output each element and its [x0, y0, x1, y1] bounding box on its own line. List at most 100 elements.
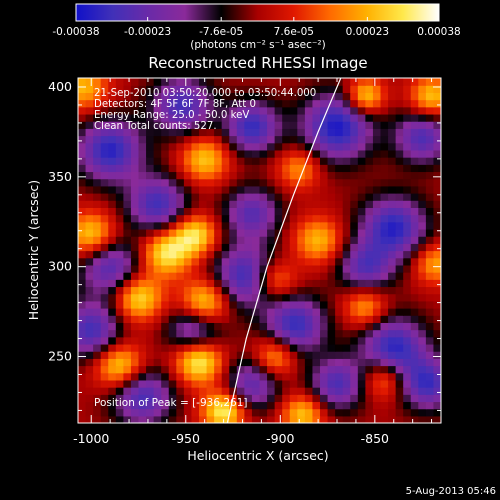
heatmap-cell [206, 142, 215, 151]
heatmap-cell [161, 322, 170, 331]
heatmap-cell [176, 250, 185, 259]
heatmap-cell [153, 257, 162, 266]
heatmap-cell [380, 193, 389, 201]
heatmap-cell [183, 279, 193, 288]
heatmap-cell [350, 121, 359, 129]
heatmap-cell [199, 257, 208, 266]
heatmap-cell [146, 149, 155, 158]
heatmap-cell [274, 236, 283, 244]
heatmap-cell [267, 415, 276, 423]
heatmap-cell [403, 272, 412, 280]
heatmap-cell [108, 92, 117, 101]
heatmap-cell [350, 106, 359, 115]
heatmap-cell [168, 113, 177, 122]
heatmap-cell [85, 279, 94, 288]
heatmap-cell [365, 85, 374, 93]
heatmap-cell [357, 336, 366, 345]
heatmap-cell [357, 401, 366, 410]
heatmap-cell [206, 164, 215, 173]
heatmap-cell [282, 185, 291, 194]
heatmap-cell [297, 272, 306, 280]
heatmap-cell [282, 92, 291, 101]
heatmap-cell [191, 308, 200, 316]
heatmap-cell [138, 315, 147, 323]
heatmap-cell [123, 315, 132, 323]
heatmap-cell [130, 315, 140, 323]
heatmap-cell [123, 149, 132, 158]
annotation-line: Detectors: 4F 5F 6F 7F 8F, Att 0 [94, 99, 256, 110]
heatmap-cell [282, 221, 291, 230]
heatmap-cell [418, 279, 427, 288]
heatmap-cell [289, 85, 298, 93]
heatmap-cell [342, 164, 351, 173]
heatmap-cell [395, 372, 404, 381]
heatmap-cell [327, 293, 336, 302]
heatmap-cell [168, 315, 177, 323]
heatmap-cell [297, 351, 306, 359]
heatmap-cell [138, 401, 147, 410]
heatmap-cell [342, 207, 351, 216]
heatmap-cell [229, 85, 238, 93]
heatmap-cell [380, 358, 389, 367]
heatmap-cell [100, 85, 109, 93]
heatmap-cell [206, 358, 215, 367]
heatmap-cell [183, 300, 193, 309]
heatmap-cell [123, 279, 132, 288]
heatmap-cell [304, 286, 314, 295]
heatmap-cell [267, 257, 276, 266]
heatmap-cell [236, 221, 245, 230]
heatmap-cell [168, 221, 177, 230]
heatmap-cell [350, 336, 359, 345]
heatmap-cell [191, 193, 200, 201]
heatmap-cell [403, 408, 412, 417]
heatmap-cell [395, 315, 404, 323]
heatmap-cell [418, 401, 427, 410]
heatmap-cell [214, 157, 223, 165]
heatmap-cell [214, 343, 223, 352]
heatmap-cell [342, 228, 351, 237]
heatmap-cell [108, 264, 117, 273]
heatmap-cell [274, 415, 283, 423]
heatmap-cell [85, 329, 94, 338]
heatmap-cell [418, 121, 427, 129]
heatmap-cell [85, 178, 94, 187]
heatmap-cell [304, 207, 314, 216]
heatmap-cell [403, 343, 412, 352]
heatmap-cell [350, 149, 359, 158]
heatmap-cell [138, 78, 147, 86]
heatmap-cell [161, 214, 170, 223]
heatmap-cell [350, 315, 359, 323]
heatmap-cell [214, 272, 223, 280]
heatmap-cell [206, 236, 215, 244]
heatmap-cell [108, 99, 117, 108]
heatmap-cell [380, 135, 389, 144]
heatmap-cell [267, 113, 276, 122]
heatmap-cell [380, 200, 389, 208]
heatmap-cell [108, 214, 117, 223]
heatmap-cell [221, 415, 230, 423]
heatmap-cell [168, 279, 177, 288]
heatmap-cell [372, 221, 382, 230]
heatmap-cell [176, 113, 185, 122]
heatmap-cell [380, 286, 389, 295]
heatmap-cell [100, 121, 109, 129]
heatmap-cell [304, 351, 314, 359]
heatmap-cell [274, 178, 283, 187]
heatmap-cell [146, 257, 155, 266]
heatmap-cell [282, 200, 291, 208]
heatmap-cell [372, 415, 382, 423]
heatmap-cell [357, 171, 366, 180]
heatmap-cell [108, 193, 117, 201]
heatmap-cell [282, 128, 291, 137]
heatmap-cell [78, 185, 87, 194]
heatmap-cell [199, 401, 208, 410]
heatmap-cell [425, 358, 435, 367]
heatmap-cell [388, 92, 397, 101]
heatmap-cell [335, 185, 344, 194]
heatmap-cell [274, 358, 283, 367]
heatmap-cell [312, 99, 321, 108]
heatmap-cell [161, 365, 170, 374]
heatmap-cell [418, 379, 427, 388]
heatmap-cell [282, 372, 291, 381]
heatmap-cell [380, 92, 389, 101]
